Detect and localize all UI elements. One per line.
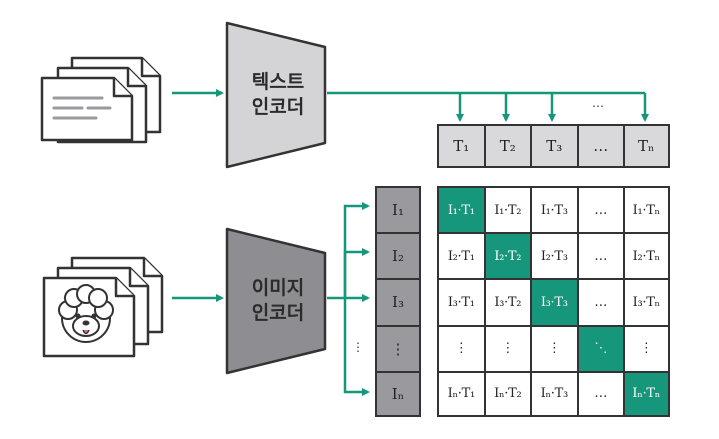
matrix-cell: I₁·T₂	[483, 186, 532, 235]
matrix-cell: I₂·Tₙ	[623, 232, 670, 281]
text-encoder-shape	[225, 21, 327, 169]
image-encoder-shape	[225, 227, 327, 375]
matrix-cell-matching-pair: ⋱	[576, 324, 625, 373]
matrix-cell: I₂·T₁	[437, 232, 486, 281]
matrix-cell: I₃·Tₙ	[623, 278, 670, 327]
matrix-cell: I₂·T₃	[530, 232, 579, 281]
matrix-cell: Iₙ·T₂	[483, 370, 532, 417]
matrix-cell-matching-pair: I₃·T₃	[530, 278, 579, 327]
matrix-cell-matching-pair: I₁·T₁	[437, 186, 486, 235]
matrix-cell: ⋮	[483, 324, 532, 373]
image-embedding-cell: I₁	[375, 186, 421, 235]
image-embedding-cell: I₃	[375, 278, 421, 327]
matrix-cell: …	[576, 370, 625, 417]
dog-face-icon	[58, 284, 114, 343]
matrix-cell-matching-pair: I₂·T₂	[483, 232, 532, 281]
image-embedding-cell: ⋮	[375, 324, 421, 373]
image-encoder-label: 이미지 인코더	[251, 277, 305, 324]
arrow-to-in	[343, 298, 370, 396]
matrix-cell: Iₙ·T₁	[437, 370, 486, 417]
matrix-cell-matching-pair: Iₙ·Tₙ	[623, 370, 670, 417]
matrix-cell: Iₙ·T₃	[530, 370, 579, 417]
matrix-cell: ⋮	[623, 324, 670, 373]
matrix-cell: I₃·T₂	[483, 278, 532, 327]
matrix-cell: ⋮	[530, 324, 579, 373]
text-embedding-cell: Tₙ	[623, 124, 670, 168]
matrix-cell: …	[576, 232, 625, 281]
matrix-cell: ⋮	[437, 324, 486, 373]
arrow-to-i2	[343, 248, 370, 298]
image-embedding-cell: Iₙ	[375, 370, 421, 417]
image-stack-icon	[42, 256, 164, 358]
text-embedding-cell: …	[576, 124, 625, 168]
top-ellipsis: …	[592, 96, 604, 110]
matrix-cell: I₁·Tₙ	[623, 186, 670, 235]
text-encoder-label: 텍스트 인코더	[251, 71, 305, 118]
text-embedding-cell: T₃	[530, 124, 579, 168]
left-ellipsis: ⋮	[352, 340, 364, 354]
matrix-cell: I₃·T₁	[437, 278, 486, 327]
matrix-cell: I₁·T₃	[530, 186, 579, 235]
document-stack-icon	[40, 56, 162, 144]
text-embedding-cell: T₁	[437, 124, 486, 168]
image-embedding-cell: I₂	[375, 232, 421, 281]
matrix-cell: …	[576, 278, 625, 327]
text-embedding-cell: T₂	[483, 124, 532, 168]
matrix-cell: …	[576, 186, 625, 235]
